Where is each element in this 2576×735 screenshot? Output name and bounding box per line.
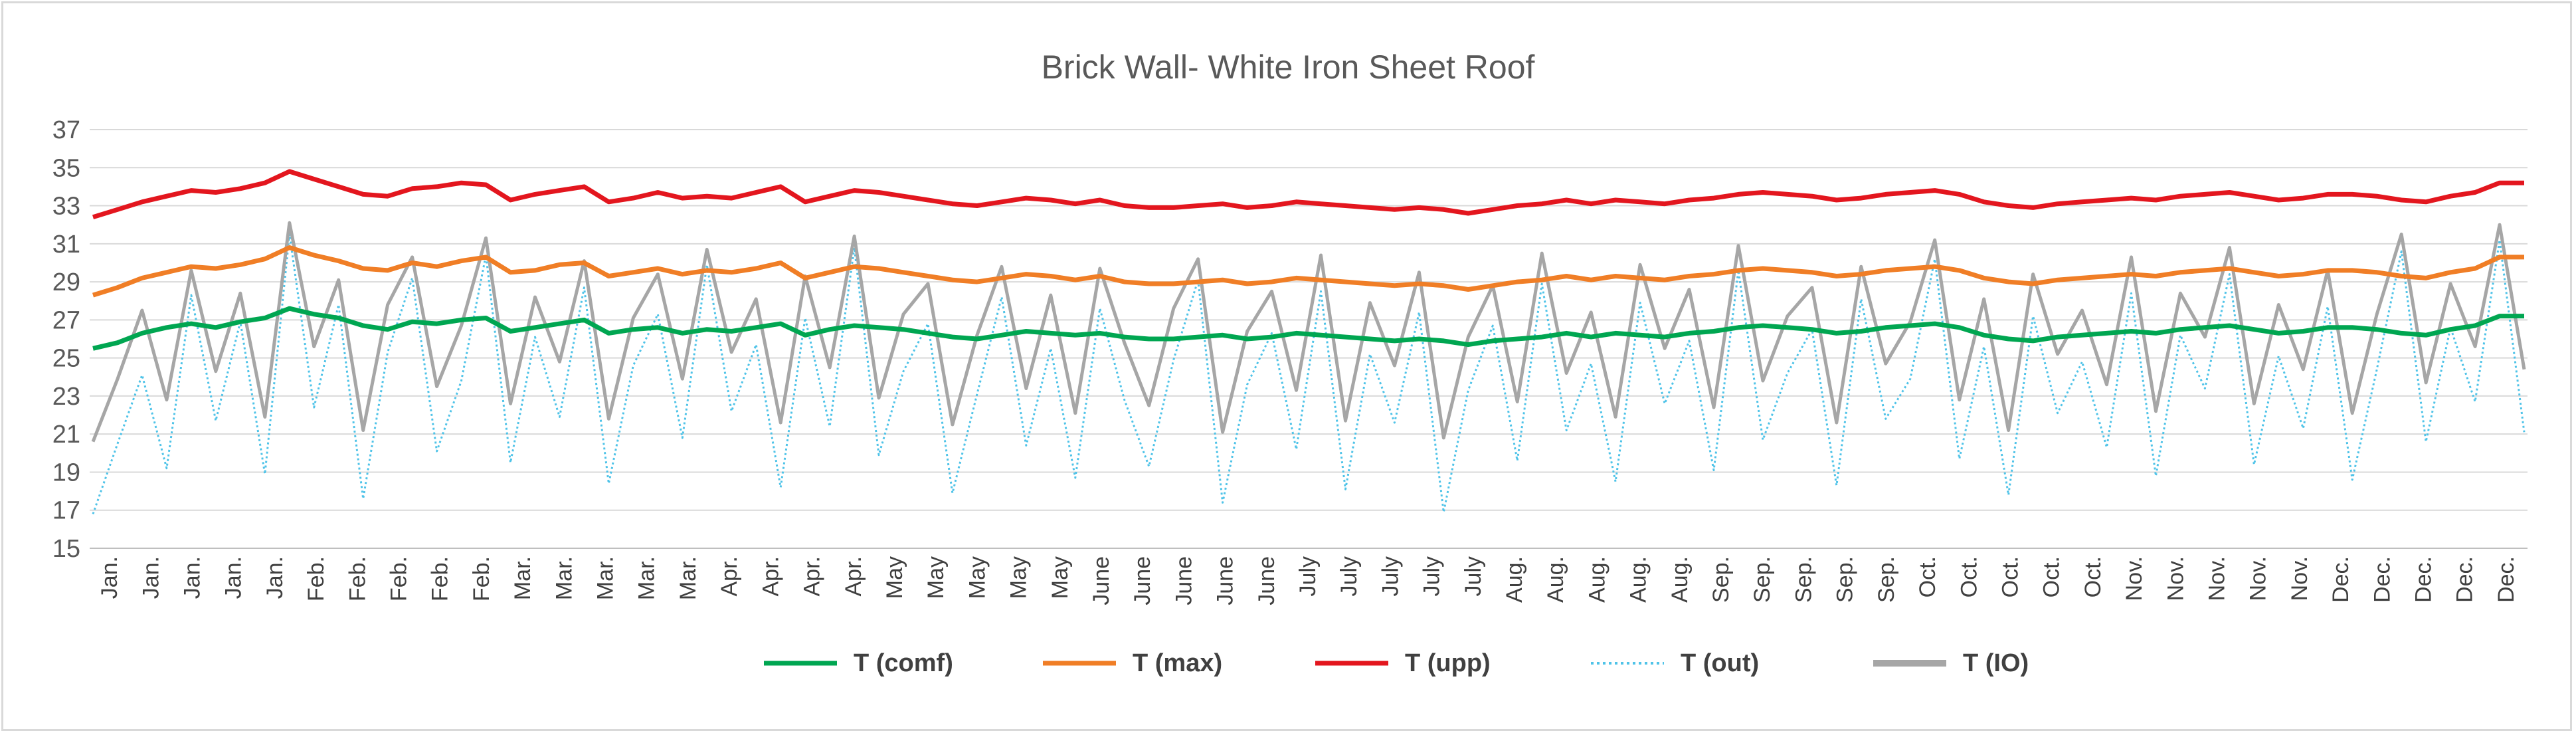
x-tick-label: Sep. — [1833, 556, 1858, 603]
y-tick-label: 31 — [52, 231, 80, 259]
y-tick-label: 17 — [52, 497, 80, 525]
x-tick-label: June — [1171, 556, 1196, 605]
x-tick-label: Oct. — [2080, 556, 2106, 597]
x-tick-label: Aug. — [1667, 556, 1693, 603]
x-tick-label: Oct. — [1915, 556, 1940, 597]
x-tick-label: Jan. — [138, 556, 163, 599]
x-tick-label: Oct. — [1956, 556, 1981, 597]
y-tick-label: 37 — [52, 116, 80, 144]
x-tick-label: Mar. — [676, 556, 701, 600]
legend-label: T (IO) — [1963, 649, 2029, 677]
x-tick-label: Dec. — [2328, 556, 2353, 603]
y-axis: 15 17 19 21 23 25 27 29 31 33 35 37 — [52, 116, 80, 563]
x-tick-label: July — [1295, 556, 1321, 596]
x-tick-label: Feb. — [428, 556, 453, 601]
x-tick-label: Apr. — [841, 556, 866, 596]
x-tick-label: Mar. — [634, 556, 660, 600]
legend-label: T (out) — [1681, 649, 1759, 677]
y-tick-label: 25 — [52, 345, 80, 373]
x-tick-label: July — [1420, 556, 1445, 596]
x-tick-label: Aug. — [1626, 556, 1651, 603]
y-tick-label: 21 — [52, 421, 80, 449]
x-tick-label: May — [1006, 556, 1032, 599]
series-line-tupp — [92, 169, 2524, 220]
series-line-tcomf — [92, 306, 2524, 351]
x-tick-label: Sep. — [1708, 556, 1734, 603]
x-tick-label: Jan. — [180, 556, 205, 599]
x-tick-label: Nov. — [2287, 556, 2312, 601]
x-tick-label: May — [882, 556, 907, 599]
legend-label: T (upp) — [1405, 649, 1491, 677]
x-tick-label: June — [1089, 556, 1114, 605]
x-tick-label: Jan. — [262, 556, 288, 599]
chart-title: Brick Wall- White Iron Sheet Roof — [1042, 49, 1535, 86]
x-tick-label: Nov. — [2246, 556, 2271, 601]
x-tick-label: July — [1336, 556, 1362, 596]
legend-item: T (comf) — [764, 649, 953, 677]
y-tick-label: 23 — [52, 383, 80, 411]
y-tick-label: 15 — [52, 535, 80, 563]
x-tick-label: June — [1130, 556, 1155, 605]
legend-item: T (out) — [1591, 649, 1759, 677]
x-tick-label: Nov. — [2204, 556, 2229, 601]
x-tick-label: Sep. — [1874, 556, 1899, 603]
x-tick-label: Sep. — [1750, 556, 1775, 603]
legend-item: T (max) — [1043, 649, 1222, 677]
series-line-tio — [91, 221, 2526, 443]
x-tick-label: Nov. — [2122, 556, 2147, 601]
x-tick-label: July — [1378, 556, 1403, 596]
x-tick-label: May — [923, 556, 949, 599]
x-tick-label: Mar. — [551, 556, 577, 600]
x-tick-label: Feb. — [469, 556, 494, 601]
legend-item: T (IO) — [1873, 649, 2029, 677]
x-tick-label: Mar. — [593, 556, 618, 600]
x-tick-label: Nov. — [2163, 556, 2188, 601]
x-tick-label: Dec. — [2452, 556, 2478, 603]
y-tick-label: 35 — [52, 154, 80, 182]
x-tick-label: Oct. — [1997, 556, 2023, 597]
x-tick-label: Feb. — [387, 556, 412, 601]
series-line-tmax — [92, 245, 2524, 298]
x-tick-label: June — [1254, 556, 1279, 605]
x-tick-label: Feb. — [304, 556, 329, 601]
x-tick-label: July — [1461, 556, 1486, 596]
plot-area — [91, 169, 2526, 514]
x-tick-label: Jan. — [221, 556, 246, 599]
legend-label: T (comf) — [854, 649, 953, 677]
y-tick-label: 29 — [52, 268, 80, 296]
x-tick-label: Dec. — [2369, 556, 2395, 603]
x-tick-label: Aug. — [1502, 556, 1527, 603]
x-tick-label: May — [1048, 556, 1073, 599]
x-tick-label: Apr. — [758, 556, 783, 596]
x-axis: Jan. Jan. Jan. Jan. Jan. Feb. Feb. Feb. Feb. Feb.… — [90, 548, 2528, 605]
x-tick-label: June — [1213, 556, 1238, 605]
x-tick-label: Aug. — [1584, 556, 1610, 603]
x-tick-label: Dec. — [2494, 556, 2519, 603]
y-tick-label: 33 — [52, 193, 80, 221]
x-tick-label: Feb. — [345, 556, 370, 601]
x-tick-label: Apr. — [800, 556, 825, 596]
x-tick-label: Dec. — [2411, 556, 2436, 603]
series-line-tout — [92, 233, 2526, 514]
y-tick-label: 27 — [52, 306, 80, 334]
x-tick-label: May — [965, 556, 990, 599]
legend-item: T (upp) — [1315, 649, 1491, 677]
x-tick-label: Oct. — [2039, 556, 2065, 597]
y-tick-label: 19 — [52, 459, 80, 486]
x-tick-label: Mar. — [510, 556, 535, 600]
x-tick-label: Apr. — [717, 556, 742, 596]
x-tick-label: Jan. — [97, 556, 122, 599]
x-tick-label: Sep. — [1791, 556, 1816, 603]
legend-label: T (max) — [1133, 649, 1222, 677]
legend: T (comf) T (max) T (upp) T (out) T (IO) — [764, 649, 2029, 677]
x-tick-label: Aug. — [1543, 556, 1568, 603]
